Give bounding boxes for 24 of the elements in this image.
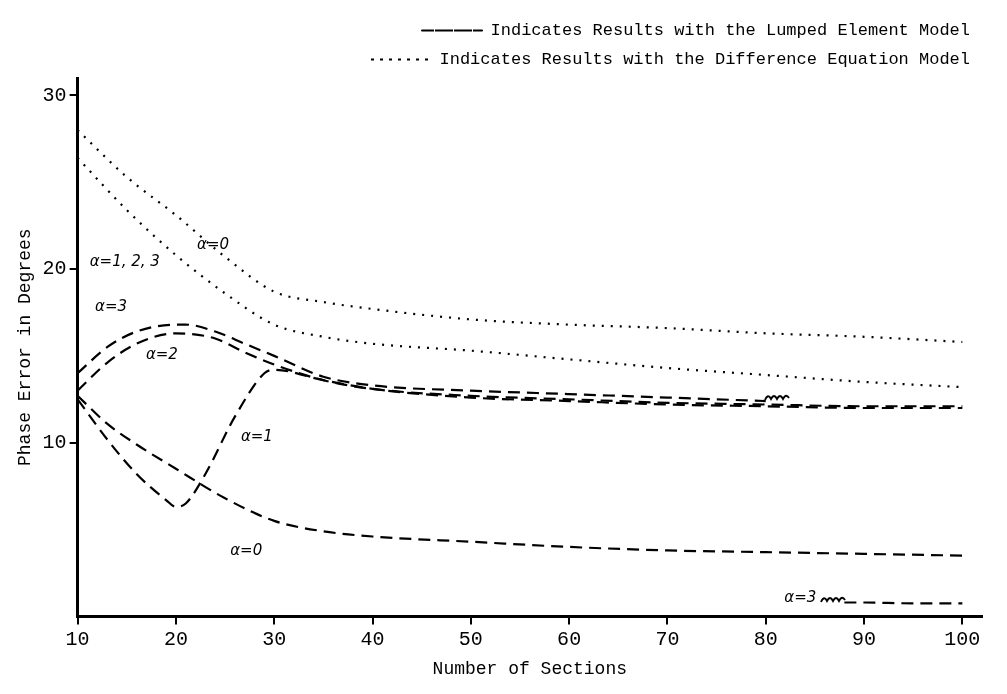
- x-tick-label: 50: [458, 627, 483, 651]
- annotation: α=0: [230, 540, 263, 559]
- x-tick-label: 90: [852, 627, 877, 651]
- x-tick-label: 70: [655, 627, 680, 651]
- annotation: α=3: [784, 588, 817, 607]
- annotation: α=1, 2, 3: [89, 251, 160, 270]
- x-tick-label: 100: [944, 627, 981, 651]
- x-tick-label: 20: [163, 627, 188, 651]
- y-axis-title: Phase Error in Degrees: [14, 228, 35, 467]
- x-tick-label: 40: [360, 627, 385, 651]
- y-tick-label: 10: [42, 431, 67, 455]
- legend-label: Indicates Results with the Lumped Element Model: [490, 21, 971, 40]
- y-tick-label: 20: [42, 257, 67, 281]
- legend-label: Indicates Results with the Difference Equation Model: [439, 50, 971, 69]
- x-tick-label: 10: [65, 627, 90, 651]
- annotation: α=0: [197, 234, 230, 253]
- x-tick-label: 80: [753, 627, 778, 651]
- annotation: α=3: [95, 297, 128, 316]
- x-tick-label: 30: [262, 627, 287, 651]
- y-tick-label: 30: [42, 83, 67, 107]
- x-tick-label: 60: [557, 627, 582, 651]
- x-axis-title: Number of Sections: [432, 658, 628, 679]
- annotation: α=1: [240, 426, 273, 445]
- annotation: α=2: [145, 345, 178, 364]
